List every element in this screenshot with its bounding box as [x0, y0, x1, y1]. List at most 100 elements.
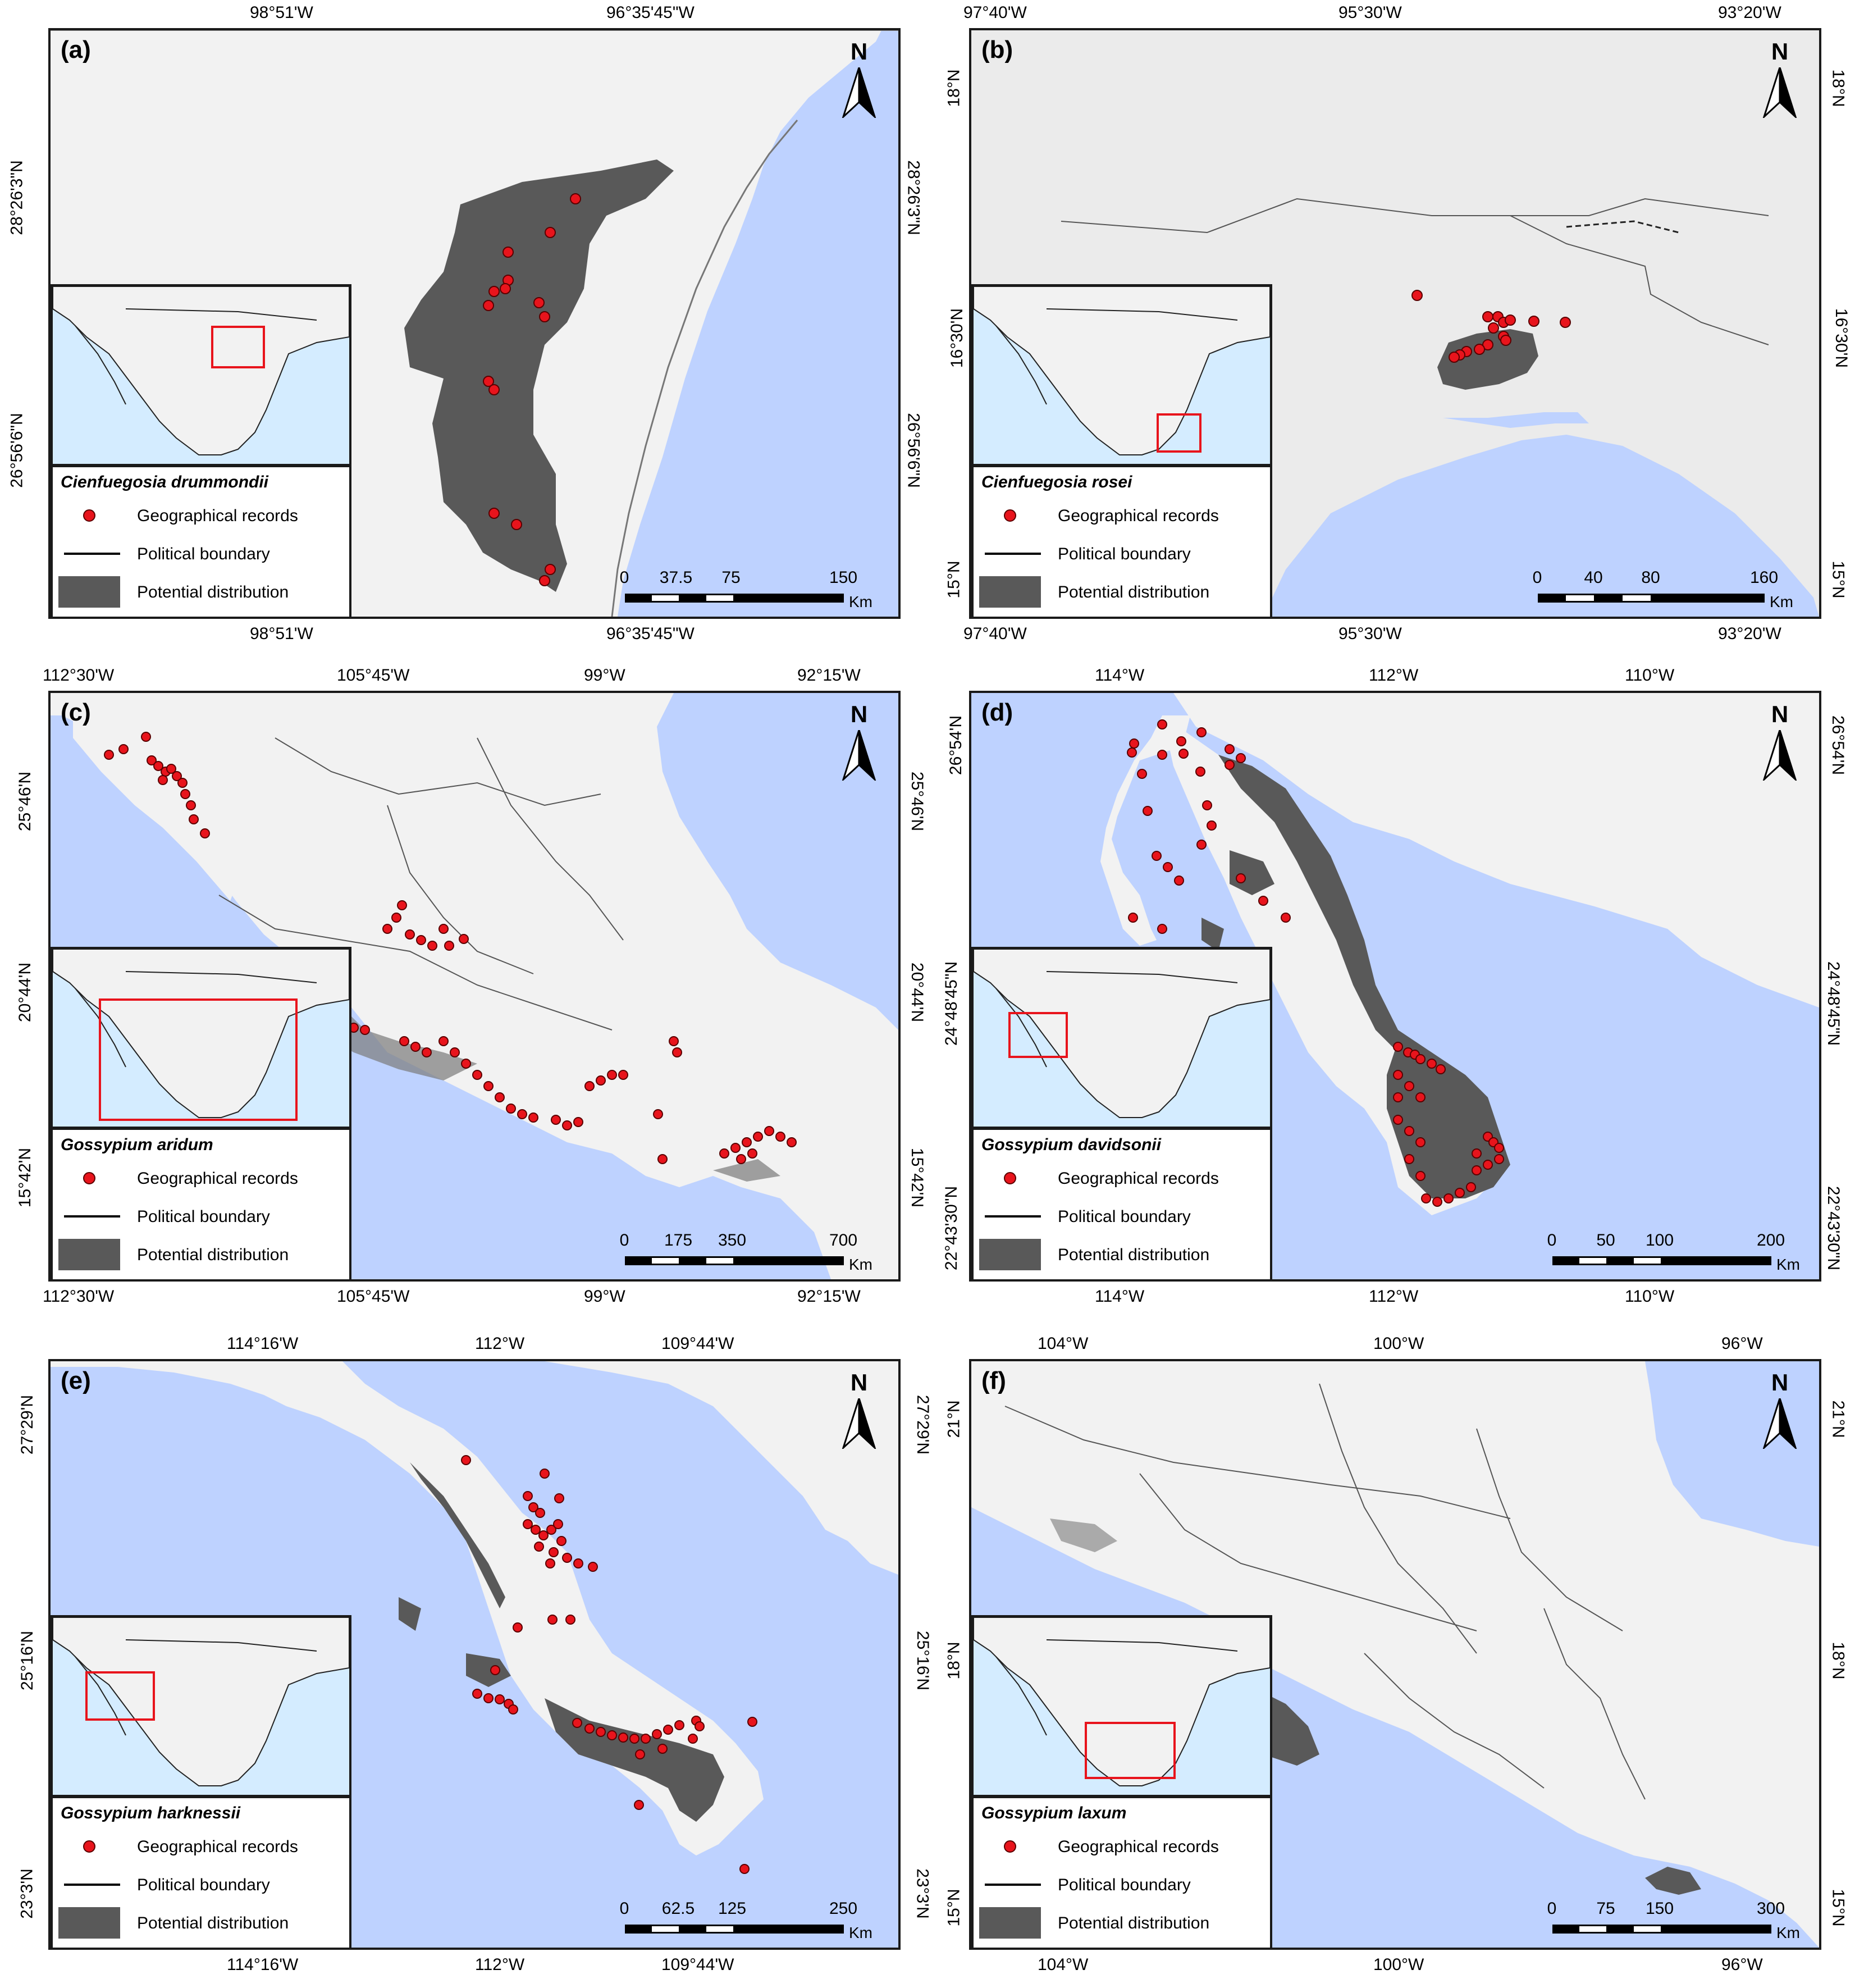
scale-unit: Km — [849, 1256, 872, 1273]
map-frame: (e) N Gossypium harknessii Geographical … — [48, 1359, 901, 1950]
scale-bar-graphic — [1552, 1925, 1771, 1934]
legend-distribution-label: Potential distribution — [137, 1246, 289, 1264]
legend: Cienfuegosia drummondii Geographical rec… — [51, 465, 351, 617]
scale-label: 250 — [829, 1899, 858, 1918]
boundary-line-icon — [64, 1215, 120, 1218]
left-tick-label: 16°30'N — [948, 308, 967, 368]
legend-distribution-row: Potential distribution — [58, 575, 350, 609]
boundary-line-icon — [985, 1884, 1041, 1886]
legend-records-label: Geographical records — [1058, 1169, 1219, 1188]
boundary-line-icon — [64, 553, 120, 555]
north-arrow-icon — [1762, 1398, 1797, 1449]
map-frame: (c) N Gossypium aridum Geographical reco… — [48, 691, 901, 1282]
scale-unit: Km — [849, 593, 872, 610]
top-tick-label: 112°W — [1369, 666, 1419, 685]
scale-label: 0 — [1532, 568, 1542, 587]
distribution-swatch-icon — [979, 1239, 1041, 1270]
legend-distribution-label: Potential distribution — [1058, 1914, 1210, 1932]
bottom-tick-label: 97°40'W — [963, 624, 1027, 643]
legend-boundary-label: Political boundary — [1058, 1207, 1191, 1226]
north-arrow-icon — [842, 67, 876, 118]
legend-records-row: Geographical records — [979, 1161, 1271, 1195]
legend: Gossypium davidsonii Geographical record… — [971, 1128, 1272, 1279]
scale-bar: 0 37.5 75 150 Km — [619, 568, 898, 613]
right-tick-label: 21°N — [1829, 1400, 1848, 1438]
distribution-swatch-icon — [58, 1239, 120, 1270]
legend-records-row: Geographical records — [979, 499, 1271, 532]
bottom-tick-label: 112°W — [1369, 1287, 1419, 1306]
top-tick-label: 96°W — [1721, 1334, 1763, 1353]
inset-map — [974, 949, 1270, 1127]
top-tick-label: 99°W — [584, 666, 625, 685]
scale-label: 700 — [829, 1231, 858, 1250]
scale-label: 0 — [619, 568, 629, 587]
scale-bar: 0 175 350 700 Km — [620, 1231, 898, 1276]
bottom-tick-label: 92°15'W — [797, 1287, 861, 1306]
legend-boundary-row: Political boundary — [979, 537, 1271, 571]
north-arrow: N — [1757, 38, 1802, 118]
record-dot-icon — [1004, 1172, 1016, 1184]
record-dot-icon — [1004, 509, 1016, 522]
legend-records-label: Geographical records — [137, 507, 298, 525]
legend-boundary-label: Political boundary — [1058, 1876, 1191, 1894]
scale-bar-graphic — [625, 1256, 844, 1265]
legend-records-label: Geographical records — [137, 1837, 298, 1856]
inset-extent-box — [1085, 1722, 1176, 1779]
map-frame: (b) N Cienfuegosia rosei Geographical re… — [969, 28, 1821, 619]
legend-boundary-row: Political boundary — [979, 1200, 1271, 1233]
legend-species-name: Gossypium harknessii — [61, 1804, 241, 1822]
map-frame: (f) N Gossypium laxum Geographical recor… — [969, 1359, 1821, 1950]
north-arrow-icon — [1762, 67, 1797, 118]
locator-inset — [971, 284, 1272, 466]
left-tick-label: 28°26'3"N — [7, 160, 26, 235]
legend: Gossypium harknessii Geographical record… — [51, 1796, 351, 1948]
scale-label: 100 — [1645, 1231, 1674, 1250]
scale-label: 150 — [1645, 1899, 1674, 1918]
right-tick-label: 24°48'45"N — [1824, 961, 1843, 1046]
right-tick-label: 25°46'N — [908, 771, 927, 832]
bottom-tick-label: 95°30'W — [1338, 624, 1402, 643]
top-tick-label: 97°40'W — [963, 3, 1027, 22]
top-tick-label: 112°30'W — [43, 666, 115, 685]
inset-extent-box — [85, 1671, 155, 1721]
scale-bar: 0 50 100 200 Km — [1547, 1231, 1819, 1276]
left-tick-label: 25°46'N — [16, 771, 35, 832]
boundary-line-icon — [985, 553, 1041, 555]
left-tick-label: 15°N — [944, 1889, 963, 1927]
north-arrow: N — [837, 1369, 881, 1449]
legend-distribution-row: Potential distribution — [979, 575, 1271, 609]
scale-label: 150 — [829, 568, 858, 587]
legend-boundary-label: Political boundary — [137, 1207, 270, 1226]
boundary-line-icon — [64, 1884, 120, 1886]
distribution-swatch-icon — [58, 1907, 120, 1939]
legend-boundary-label: Political boundary — [137, 545, 270, 563]
left-tick-label: 21°N — [944, 1400, 963, 1438]
legend-distribution-label: Potential distribution — [137, 1914, 289, 1932]
legend: Gossypium laxum Geographical records Pol… — [971, 1796, 1272, 1948]
bottom-tick-label: 114°16'W — [227, 1955, 299, 1974]
left-tick-label: 18°N — [944, 1642, 963, 1680]
locator-inset — [51, 284, 351, 466]
legend-distribution-row: Potential distribution — [979, 1238, 1271, 1271]
north-arrow: N — [837, 701, 881, 781]
panel-label: (a) — [61, 36, 91, 63]
bottom-tick-label: 105°45'W — [337, 1287, 410, 1306]
right-tick-label: 15°42'N — [908, 1147, 927, 1208]
inset-map — [53, 286, 349, 464]
scale-label: 350 — [718, 1231, 747, 1250]
left-tick-label: 20°44'N — [16, 962, 35, 1023]
bottom-tick-label: 109°44'W — [661, 1955, 734, 1974]
legend-distribution-label: Potential distribution — [137, 583, 289, 601]
top-tick-label: 114°16'W — [227, 1334, 299, 1353]
top-tick-label: 109°44'W — [661, 1334, 734, 1353]
record-dot-icon — [1004, 1840, 1016, 1853]
scale-label: 160 — [1749, 568, 1779, 587]
left-tick-label: 15°N — [944, 560, 963, 599]
right-tick-label: 27°29'N — [913, 1394, 933, 1455]
legend-records-row: Geographical records — [58, 1830, 350, 1863]
scale-label: 0 — [1547, 1231, 1557, 1250]
scale-bar: 0 75 150 300 Km — [1547, 1899, 1819, 1944]
left-tick-label: 26°56'6"N — [7, 413, 26, 488]
left-tick-label: 25°16'N — [18, 1630, 37, 1691]
top-tick-label: 112°W — [475, 1334, 525, 1353]
